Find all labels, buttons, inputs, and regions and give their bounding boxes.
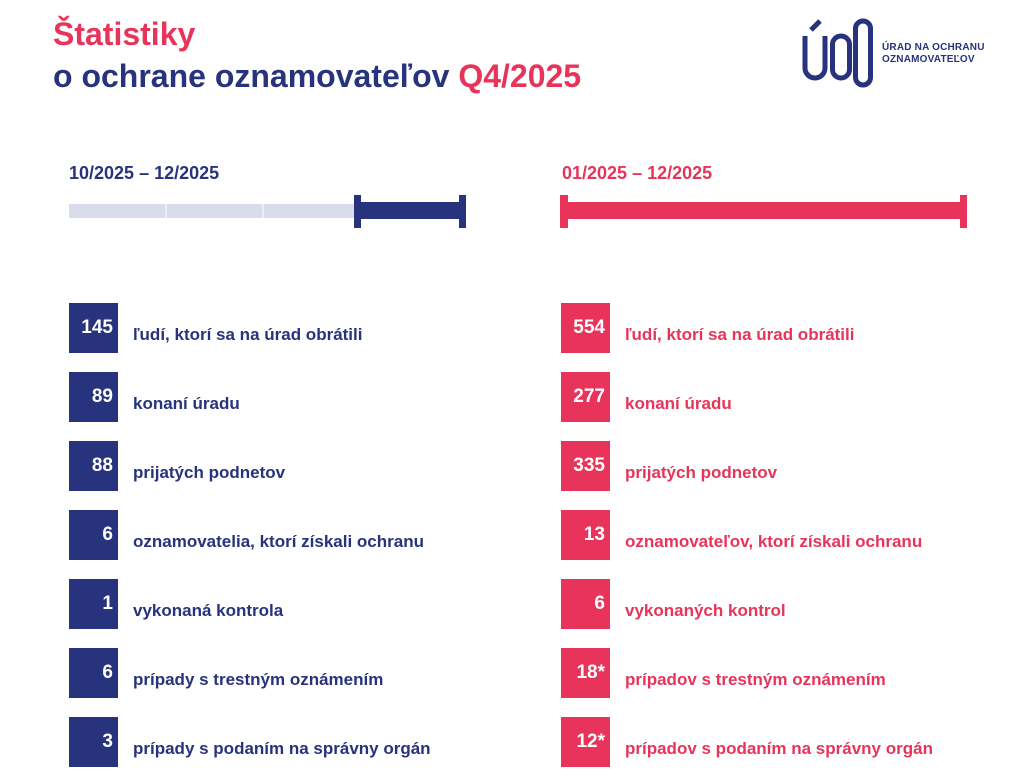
logo-line-2: OZNAMOVATEĽOV [882, 54, 975, 65]
timeline-fill [357, 202, 463, 219]
stat-value: 88 [69, 441, 118, 491]
stat-label: prijatých podnetov [625, 463, 778, 482]
stat-value: 6 [69, 510, 118, 560]
stat-value: 335 [561, 441, 610, 491]
stat-label: prípadov s podaním na správny orgán [625, 739, 933, 758]
logo-line-1: ÚRAD NA OCHRANU [882, 42, 985, 53]
timeline-fill [562, 202, 964, 219]
timeline-end-cap [960, 195, 967, 228]
timeline-start-cap [354, 195, 361, 228]
stat-label: konaní úradu [133, 394, 240, 413]
logo-text: ÚRAD NA OCHRANU OZNAMOVATEĽOV [882, 42, 985, 66]
stat-value: 277 [561, 372, 610, 422]
year-timeline [560, 195, 967, 228]
stat-value: 3 [69, 717, 118, 767]
stat-label: prípadov s trestným oznámením [625, 670, 886, 689]
stat-label: vykonaných kontrol [625, 601, 786, 620]
timeline-end-cap [459, 195, 466, 228]
stat-value: 145 [69, 303, 118, 353]
subtitle-text: o ochrane oznamovateľov [53, 58, 450, 94]
stat-value: 554 [561, 303, 610, 353]
quarter-period-label: 10/2025 – 12/2025 [69, 163, 220, 183]
subtitle-period: Q4/2025 [458, 58, 582, 94]
stat-label: oznamovatelia, ktorí získali ochranu [133, 532, 424, 551]
stat-label: konaní úradu [625, 394, 732, 413]
stat-value: 6 [69, 648, 118, 698]
stat-label: prípady s podaním na správny orgán [133, 739, 431, 758]
page-subtitle: o ochrane oznamovateľov Q4/2025 [53, 56, 581, 96]
stat-value: 89 [69, 372, 118, 422]
stat-value: 1 [69, 579, 118, 629]
timeline-track [69, 204, 357, 218]
stat-label: vykonaná kontrola [133, 601, 284, 620]
stat-value: 13 [561, 510, 610, 560]
quarter-timeline [69, 195, 466, 228]
stat-label: prijatých podnetov [133, 463, 286, 482]
page-title: Štatistiky [53, 16, 196, 52]
stat-label: prípady s trestným oznámením [133, 670, 384, 689]
office-logo: ÚRAD NA OCHRANU OZNAMOVATEĽOV [800, 18, 984, 88]
stat-value: 18* [561, 648, 610, 698]
stat-value: 12* [561, 717, 610, 767]
stat-label: oznamovateľov, ktorí získali ochranu [625, 532, 923, 551]
timeline-start-cap [560, 195, 568, 228]
stat-label: ľudí, ktorí sa na úrad obrátili [625, 325, 855, 344]
uoo-logo-mark [802, 18, 873, 88]
stat-value: 6 [561, 579, 610, 629]
stat-label: ľudí, ktorí sa na úrad obrátili [133, 325, 363, 344]
year-period-label: 01/2025 – 12/2025 [562, 163, 713, 183]
